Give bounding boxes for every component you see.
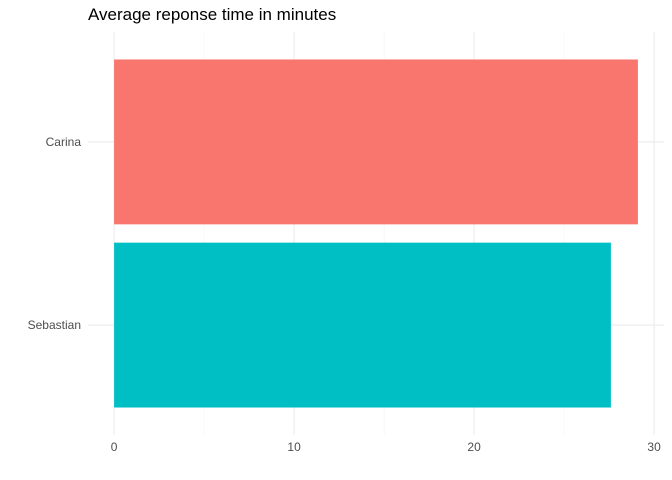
chart-title: Average reponse time in minutes xyxy=(88,5,337,24)
bars xyxy=(114,59,638,408)
y-tick-label: Carina xyxy=(46,135,82,149)
axis-labels: Carina Sebastian 0 10 20 30 xyxy=(28,135,661,454)
bar-carina xyxy=(114,59,638,225)
x-tick-label: 20 xyxy=(467,440,481,454)
x-tick-label: 0 xyxy=(111,440,118,454)
y-tick-label: Sebastian xyxy=(28,318,81,332)
x-tick-label: 30 xyxy=(647,440,661,454)
x-tick-label: 10 xyxy=(287,440,301,454)
bar-sebastian xyxy=(114,242,611,408)
